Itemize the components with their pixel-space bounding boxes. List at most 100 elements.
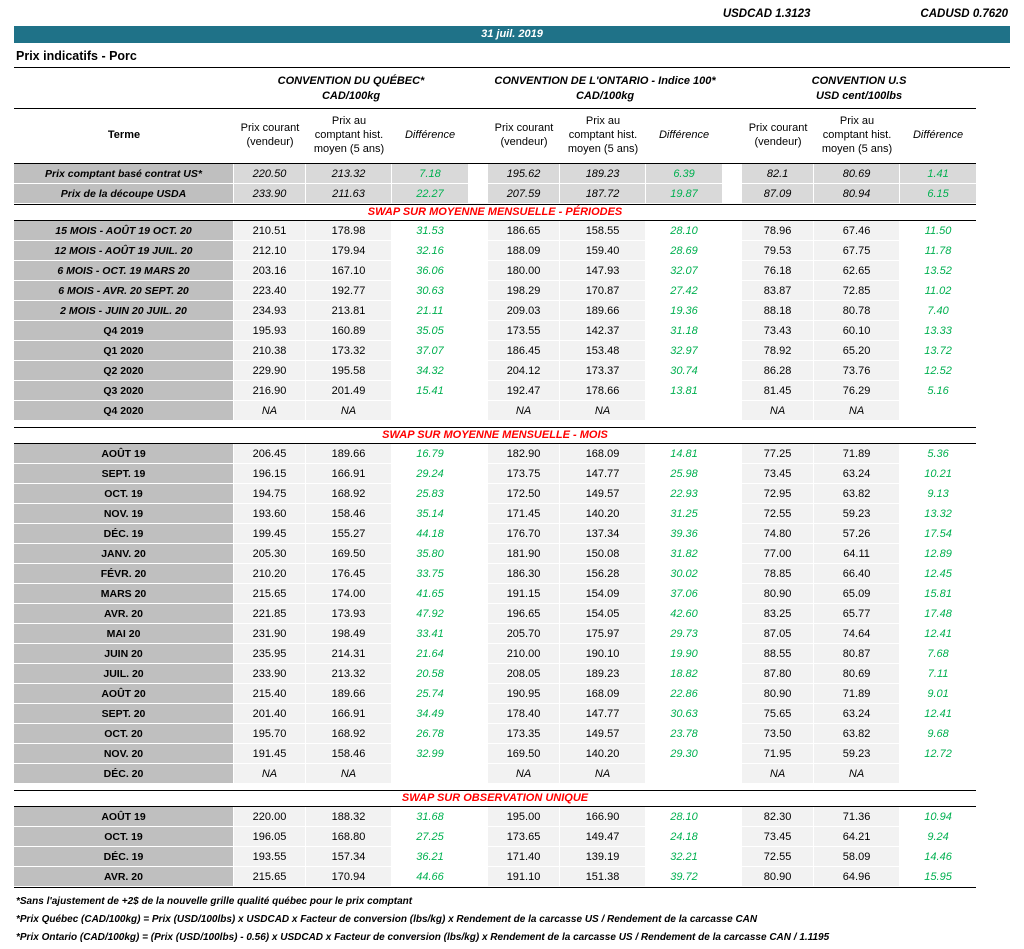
price-cell: 234.93	[234, 301, 306, 321]
price-cell: 191.15	[488, 584, 561, 604]
price-cell: 210.51	[234, 221, 306, 241]
price-cell: 83.25	[742, 604, 815, 624]
price-cell: 73.45	[742, 464, 815, 484]
difference-cell: 34.32	[392, 361, 469, 381]
row-label: MAI 20	[14, 624, 234, 644]
difference-cell: 9.68	[900, 724, 977, 744]
difference-cell: 35.05	[392, 321, 469, 341]
price-cell: 199.45	[234, 524, 306, 544]
table-row: JUIL. 20 233.90 213.32 20.58 208.05 189.23 18.…	[14, 664, 977, 684]
difference-cell	[392, 764, 469, 784]
price-cell: 213.81	[306, 301, 392, 321]
price-cell: 166.91	[306, 464, 392, 484]
price-cell: 147.77	[560, 464, 647, 484]
group-gap	[722, 644, 743, 664]
price-cell: 180.00	[488, 261, 561, 281]
price-cell: 65.77	[814, 604, 901, 624]
price-cell: 81.45	[742, 381, 815, 401]
group-title-ontario: CONVENTION DE L'ONTARIO - Indice 100*	[494, 75, 716, 87]
group-gap	[468, 827, 489, 847]
price-cell: 168.80	[306, 827, 392, 847]
price-cell: 195.93	[234, 321, 306, 341]
group-gap	[722, 484, 743, 504]
difference-cell: 22.93	[646, 484, 723, 504]
spacer-cell	[468, 108, 489, 164]
difference-cell: 6.39	[646, 164, 723, 184]
difference-cell: 31.25	[646, 504, 723, 524]
price-cell: 149.47	[560, 827, 647, 847]
price-cell: 201.49	[306, 381, 392, 401]
price-cell: NA	[742, 764, 815, 784]
usdcad-value: 1.3123	[775, 8, 811, 20]
price-cell: 83.87	[742, 281, 815, 301]
table-row: Q4 2019 195.93 160.89 35.05 173.55 142.37 31.1…	[14, 321, 977, 341]
difference-cell: 31.18	[646, 321, 723, 341]
price-cell: 73.50	[742, 724, 815, 744]
group-gap	[722, 564, 743, 584]
group-gap	[468, 261, 489, 281]
group-gap	[468, 341, 489, 361]
price-cell: 192.47	[488, 381, 561, 401]
difference-cell: 12.45	[900, 564, 977, 584]
group-gap	[468, 664, 489, 684]
row-label: AOÛT 19	[14, 807, 234, 827]
price-cell: 178.66	[560, 381, 647, 401]
spacer-cell	[468, 88, 489, 108]
price-cell: 213.32	[306, 664, 392, 684]
difference-cell	[392, 401, 469, 421]
difference-cell: 11.78	[900, 241, 977, 261]
price-cell: 80.78	[814, 301, 901, 321]
cadusd-label: CADUSD	[920, 8, 970, 20]
section-header-row: SWAP SUR OBSERVATION UNIQUE	[14, 790, 977, 807]
group-gap	[468, 544, 489, 564]
table-row: 2 MOIS - JUIN 20 JUIL. 20 234.93 213.81 21.…	[14, 301, 977, 321]
difference-cell: 25.74	[392, 684, 469, 704]
price-cell: 88.55	[742, 644, 815, 664]
group-gap	[722, 544, 743, 564]
group-gap	[722, 584, 743, 604]
difference-cell: 27.25	[392, 827, 469, 847]
row-label: SEPT. 20	[14, 704, 234, 724]
price-cell: 156.28	[560, 564, 647, 584]
price-cell: 174.00	[306, 584, 392, 604]
difference-cell: 12.52	[900, 361, 977, 381]
price-cell: 173.93	[306, 604, 392, 624]
page-title: Prix indicatifs - Porc	[14, 43, 1010, 68]
price-cell: 166.91	[306, 704, 392, 724]
price-cell: 168.92	[306, 724, 392, 744]
row-label: DÉC. 20	[14, 764, 234, 784]
group-gap	[468, 847, 489, 867]
hist-price-header: Prix au comptant hist. moyen (5 ans)	[814, 108, 901, 164]
difference-cell: 21.64	[392, 644, 469, 664]
difference-cell: 32.97	[646, 341, 723, 361]
group-title-row: CONVENTION DU QUÉBEC* CONVENTION DE L'ON…	[14, 70, 976, 88]
group-gap	[722, 724, 743, 744]
difference-cell: 29.73	[646, 624, 723, 644]
row-label: AOÛT 19	[14, 444, 234, 464]
price-cell: 80.69	[814, 164, 901, 184]
price-cell: 196.65	[488, 604, 561, 624]
row-label: Q4 2019	[14, 321, 234, 341]
difference-cell: 10.21	[900, 464, 977, 484]
group-gap	[722, 261, 743, 281]
price-cell: 178.98	[306, 221, 392, 241]
price-cell: 210.00	[488, 644, 561, 664]
price-cell: 209.03	[488, 301, 561, 321]
price-cell: 63.24	[814, 704, 901, 724]
row-label: OCT. 19	[14, 827, 234, 847]
group-gap	[468, 301, 489, 321]
price-cell: 233.90	[234, 664, 306, 684]
spacer-cell	[14, 88, 234, 108]
price-cell: 215.65	[234, 867, 306, 887]
group-gap	[722, 664, 743, 684]
group-gap	[468, 361, 489, 381]
difference-cell: 18.82	[646, 664, 723, 684]
group-gap	[722, 704, 743, 724]
price-cell: 168.09	[560, 444, 647, 464]
row-label: 6 MOIS - OCT. 19 MARS 20	[14, 261, 234, 281]
price-cell: NA	[742, 401, 815, 421]
price-cell: 79.53	[742, 241, 815, 261]
row-label: Prix de la découpe USDA	[14, 184, 234, 204]
price-cell: 71.95	[742, 744, 815, 764]
difference-cell: 20.58	[392, 664, 469, 684]
